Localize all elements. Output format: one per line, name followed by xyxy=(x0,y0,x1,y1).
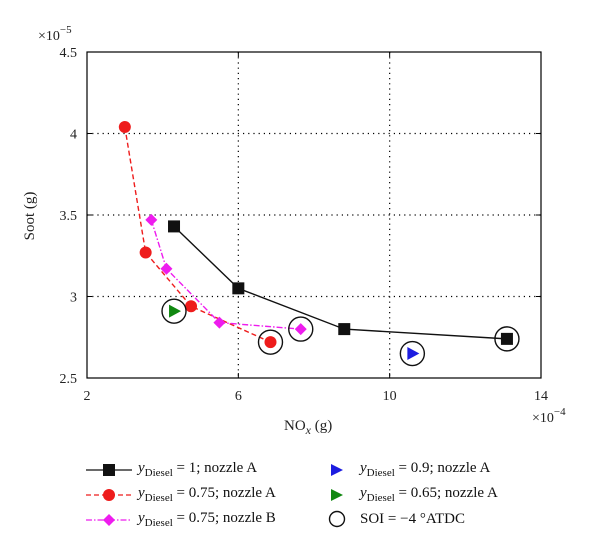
data-point xyxy=(139,246,152,259)
series-line xyxy=(173,225,507,340)
data-point xyxy=(185,300,198,313)
y-exponent-label: ×10−5 xyxy=(38,24,72,44)
series-2 xyxy=(145,213,314,342)
y-tick-label: 3 xyxy=(70,291,77,306)
data-point xyxy=(500,332,513,345)
y-axis-label: Soot (g) xyxy=(22,192,38,241)
data-point xyxy=(264,336,277,349)
x-tick-label: 6 xyxy=(235,389,242,404)
soi-circle xyxy=(257,329,284,355)
data-point xyxy=(232,282,245,295)
axis-ticks: 2 6 10 14 2.5 3 3.5 4 4.5 xyxy=(60,46,549,404)
soi-circle xyxy=(161,298,187,324)
data-point xyxy=(338,323,351,336)
x-tick-label: 10 xyxy=(383,389,397,404)
series-0 xyxy=(168,220,520,352)
x-exponent-label: ×10−4 xyxy=(532,406,566,426)
data-point xyxy=(160,262,173,275)
series-3 xyxy=(399,340,426,367)
data-point xyxy=(407,347,420,361)
soi-circle xyxy=(399,340,426,367)
series-line xyxy=(124,126,271,343)
data-point xyxy=(168,220,181,233)
y-tick-label: 4.5 xyxy=(60,46,78,61)
y-tick-label: 3.5 xyxy=(60,209,78,224)
x-tick-label: 14 xyxy=(534,389,548,404)
y-tick-label: 4 xyxy=(70,128,77,143)
y-tick-label: 2.5 xyxy=(60,372,78,387)
x-tick-label: 2 xyxy=(84,389,91,404)
x-axis-label: NOx (g) xyxy=(284,418,332,437)
series-line xyxy=(150,219,301,330)
data-point xyxy=(213,316,226,329)
data-point xyxy=(169,304,182,318)
grid-lines xyxy=(87,52,541,378)
series-4 xyxy=(161,298,187,324)
soi-circle xyxy=(494,326,520,352)
series-layer xyxy=(118,120,520,367)
data-point xyxy=(118,120,131,133)
series-1 xyxy=(118,120,284,355)
data-point xyxy=(294,323,307,336)
data-point xyxy=(145,213,158,226)
soi-circle xyxy=(288,316,314,342)
